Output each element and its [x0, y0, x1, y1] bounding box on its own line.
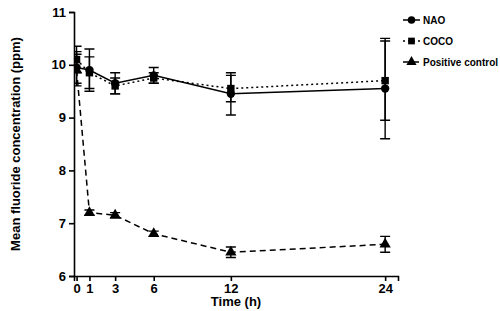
y-tick: 11 [52, 5, 74, 20]
error-bar [74, 46, 82, 72]
error-bar [74, 54, 82, 86]
x-tick-label: 0 [73, 281, 80, 296]
marker [74, 64, 82, 74]
error-bar [110, 78, 120, 94]
marker [110, 209, 121, 219]
series-line [77, 70, 386, 252]
x-axis-title: Time (h) [211, 294, 261, 309]
x-tick: 24 [378, 276, 393, 296]
y-tick-mark [69, 12, 74, 14]
error-bar [380, 236, 390, 252]
error-bar [149, 67, 159, 83]
marker [84, 206, 95, 216]
y-tick-mark [69, 117, 74, 119]
marker [111, 82, 118, 89]
y-tick: 9 [59, 110, 74, 125]
error-bar [149, 73, 159, 84]
legend-symbol [408, 16, 416, 24]
legend-symbol [408, 38, 415, 45]
marker [150, 74, 157, 81]
y-tick-label: 8 [59, 163, 66, 178]
y-tick-label: 6 [59, 269, 66, 284]
legend-symbol [406, 56, 416, 65]
x-tick-label: 1 [86, 281, 93, 296]
y-tick-label: 9 [59, 110, 66, 125]
marker [381, 77, 388, 84]
legend-item: COCO [403, 36, 453, 47]
legend-label: COCO [423, 36, 453, 47]
y-tick-label: 10 [52, 57, 66, 72]
y-tick-mark [69, 65, 74, 67]
error-bar [110, 73, 120, 94]
x-tick: 0 [73, 276, 80, 296]
y-tick: 7 [59, 216, 74, 231]
marker [148, 227, 159, 237]
error-bar [226, 75, 236, 101]
y-tick-label: 7 [59, 216, 66, 231]
error-bar [380, 38, 390, 138]
marker [380, 238, 391, 248]
x-tick: 6 [151, 276, 158, 296]
y-tick: 8 [59, 163, 74, 178]
error-bar [84, 49, 94, 91]
y-axis-title: Mean fluoride concentration (ppm) [8, 37, 23, 251]
marker [227, 85, 234, 92]
y-tick: 6 [59, 269, 74, 284]
x-tick: 3 [112, 276, 119, 296]
y-axis: 6 7 8 9 10 11 [52, 5, 75, 284]
y-tick-label: 11 [52, 5, 66, 20]
legend-label: Positive control [423, 57, 498, 68]
y-tick: 10 [52, 57, 74, 72]
marker [225, 246, 236, 256]
x-tick-label: 6 [151, 281, 158, 296]
legend: NAO COCO Positive control [403, 15, 498, 68]
chart: 0136122467891011Time (h)Mean fluoride co… [0, 0, 500, 311]
legend-label: NAO [423, 15, 445, 26]
y-tick-mark [69, 276, 74, 278]
x-tick-label: 3 [112, 281, 119, 296]
y-axis-line [69, 13, 75, 277]
error-bar [380, 41, 390, 120]
y-tick-mark [69, 170, 74, 172]
plot-area [74, 38, 391, 257]
error-bar [74, 52, 82, 84]
legend-item: NAO [403, 15, 445, 26]
error-bar [226, 73, 236, 115]
legend-item: Positive control [403, 56, 498, 67]
x-tick-label: 24 [378, 281, 393, 296]
x-tick: 1 [86, 276, 93, 296]
y-tick-mark [69, 223, 74, 225]
error-bar [84, 57, 94, 89]
marker [86, 69, 93, 76]
